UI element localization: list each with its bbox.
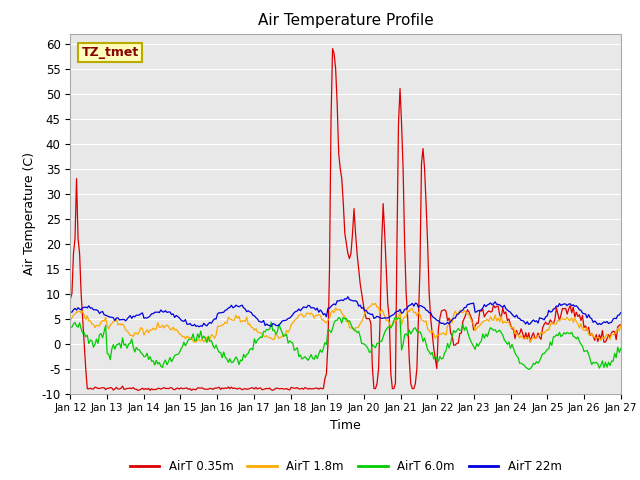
AirT 0.35m: [136, 387, 143, 393]
AirT 0.35m: [617, 322, 625, 328]
AirT 1.8m: [191, 339, 198, 345]
X-axis label: Time: Time: [330, 419, 361, 432]
AirT 1.8m: [589, 334, 597, 339]
AirT 1.8m: [617, 323, 625, 329]
AirT 6.0m: [134, 347, 141, 352]
AirT 6.0m: [230, 357, 238, 363]
AirT 22m: [308, 305, 316, 311]
AirT 0.35m: [67, 296, 74, 301]
Legend: AirT 0.35m, AirT 1.8m, AirT 6.0m, AirT 22m: AirT 0.35m, AirT 1.8m, AirT 6.0m, AirT 2…: [125, 456, 566, 478]
AirT 6.0m: [67, 324, 74, 330]
AirT 22m: [195, 324, 203, 330]
AirT 0.35m: [250, 386, 258, 392]
AirT 1.8m: [372, 300, 380, 306]
AirT 22m: [617, 310, 625, 315]
AirT 0.35m: [308, 386, 316, 392]
AirT 22m: [250, 313, 258, 319]
AirT 6.0m: [392, 314, 399, 320]
AirT 1.8m: [250, 327, 258, 333]
AirT 6.0m: [249, 347, 257, 353]
AirT 22m: [232, 302, 240, 308]
AirT 1.8m: [67, 318, 74, 324]
AirT 22m: [260, 318, 268, 324]
AirT 1.8m: [260, 333, 268, 338]
Line: AirT 0.35m: AirT 0.35m: [70, 48, 621, 390]
AirT 6.0m: [307, 352, 315, 358]
AirT 1.8m: [134, 331, 141, 337]
AirT 0.35m: [232, 385, 240, 391]
Y-axis label: Air Temperature (C): Air Temperature (C): [23, 152, 36, 275]
AirT 6.0m: [258, 335, 266, 340]
Line: AirT 6.0m: AirT 6.0m: [70, 317, 621, 370]
AirT 22m: [67, 309, 74, 315]
AirT 22m: [344, 294, 352, 300]
AirT 0.35m: [134, 387, 141, 393]
AirT 6.0m: [617, 346, 625, 351]
Line: AirT 1.8m: AirT 1.8m: [70, 303, 621, 342]
Text: TZ_tmet: TZ_tmet: [81, 46, 139, 59]
AirT 1.8m: [308, 312, 316, 317]
AirT 6.0m: [589, 360, 597, 365]
AirT 1.8m: [232, 312, 240, 318]
AirT 0.35m: [260, 386, 268, 392]
AirT 6.0m: [525, 367, 532, 372]
Title: Air Temperature Profile: Air Temperature Profile: [258, 13, 433, 28]
Line: AirT 22m: AirT 22m: [70, 297, 621, 327]
AirT 22m: [589, 319, 597, 325]
AirT 0.35m: [329, 46, 337, 51]
AirT 0.35m: [589, 334, 597, 339]
AirT 22m: [134, 312, 141, 318]
